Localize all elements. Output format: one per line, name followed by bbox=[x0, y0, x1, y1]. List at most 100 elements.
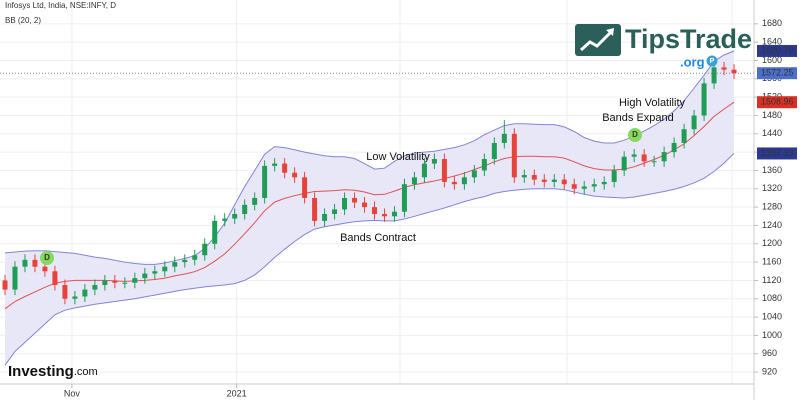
candle-body bbox=[182, 259, 188, 263]
candle-body bbox=[132, 278, 138, 283]
candle-body bbox=[711, 67, 717, 84]
y-tick-label: 1480 bbox=[762, 110, 782, 120]
logo: TipsTrade .org bbox=[575, 24, 752, 69]
candle-body bbox=[581, 186, 587, 189]
candle-body bbox=[122, 282, 128, 284]
marker bbox=[40, 251, 54, 265]
lower-band bbox=[4, 153, 735, 366]
y-tick-label: 1280 bbox=[762, 201, 782, 211]
candle-body bbox=[561, 179, 567, 185]
candle-body bbox=[102, 280, 108, 286]
candle-body bbox=[481, 159, 487, 171]
marker bbox=[706, 55, 718, 67]
candle-body bbox=[22, 259, 28, 267]
indicator-label: BB (20, 2) bbox=[5, 16, 41, 25]
candle-body bbox=[62, 285, 68, 299]
candle-body bbox=[621, 156, 627, 171]
middle-band bbox=[4, 101, 735, 310]
y-tick-label: 1360 bbox=[762, 165, 782, 175]
annotation: Low Volatility bbox=[366, 151, 430, 163]
y-tick-label: 1200 bbox=[762, 238, 782, 248]
candle-body bbox=[312, 197, 318, 221]
last-value-box bbox=[757, 44, 797, 57]
candle-body bbox=[202, 243, 208, 256]
y-tick-label: 1440 bbox=[762, 128, 782, 138]
candle-body bbox=[471, 170, 477, 178]
candle-body bbox=[112, 280, 118, 283]
candle-body bbox=[232, 213, 238, 219]
candle-body bbox=[352, 197, 358, 203]
y-tick-label: 1320 bbox=[762, 183, 782, 193]
marker bbox=[628, 128, 642, 142]
logo-name: TipsTrade bbox=[625, 24, 752, 54]
candle-body bbox=[82, 289, 88, 297]
y-tick-label: 1080 bbox=[762, 293, 782, 303]
marker-label: D bbox=[632, 130, 638, 139]
last-value-label: 1508.96 bbox=[761, 97, 794, 107]
annotation: High Volatility bbox=[619, 97, 686, 109]
x-tick-label: Nov bbox=[64, 388, 81, 398]
candle-body bbox=[651, 161, 657, 163]
candle-body bbox=[681, 129, 687, 143]
candle-body bbox=[242, 204, 248, 214]
candle-body bbox=[531, 175, 537, 180]
candle-body bbox=[172, 262, 178, 267]
annotation: Bands Expand bbox=[602, 112, 674, 124]
candle-body bbox=[441, 159, 447, 182]
y-tick-label: 1120 bbox=[762, 275, 781, 285]
candle-body bbox=[162, 266, 168, 272]
band-area bbox=[5, 51, 734, 366]
candle-body bbox=[431, 159, 437, 164]
x-tick-label: 2021 bbox=[227, 388, 247, 398]
candle-body bbox=[721, 67, 727, 70]
watermark-suffix: .com bbox=[74, 366, 98, 378]
candle-body bbox=[631, 154, 637, 157]
candle-body bbox=[611, 170, 617, 182]
upper-band bbox=[4, 50, 735, 265]
candle-body bbox=[401, 184, 407, 212]
candle-body bbox=[262, 165, 268, 198]
candle-body bbox=[661, 152, 667, 162]
candle-body bbox=[591, 184, 597, 187]
candle-body bbox=[381, 213, 387, 217]
logo-suffix: .org bbox=[680, 54, 705, 69]
chart-title: Infosys Ltd, India, NSE:INFY, D bbox=[5, 1, 116, 10]
last-value-box bbox=[757, 96, 797, 109]
candle-body bbox=[212, 220, 218, 244]
candle-body bbox=[142, 273, 148, 279]
candle-body bbox=[521, 175, 527, 178]
candle-body bbox=[152, 271, 158, 274]
candle-body bbox=[272, 163, 278, 166]
y-tick-label: 1640 bbox=[762, 37, 782, 47]
candle-body bbox=[292, 172, 298, 178]
y-tick-label: 1160 bbox=[762, 256, 781, 266]
last-value-label: 1572.25 bbox=[761, 68, 794, 78]
y-tick-label: 1240 bbox=[762, 220, 782, 230]
candle-body bbox=[571, 184, 577, 189]
marker-label: D bbox=[44, 253, 50, 262]
candle-body bbox=[32, 259, 38, 267]
candle-body bbox=[491, 142, 497, 160]
candle-body bbox=[541, 179, 547, 182]
candle-body bbox=[12, 266, 18, 290]
candle-body bbox=[362, 202, 368, 208]
candle-body bbox=[222, 218, 228, 221]
candle-body bbox=[332, 209, 338, 214]
candle-body bbox=[282, 163, 288, 173]
marker-label: P bbox=[710, 58, 715, 65]
logo-icon bbox=[575, 24, 621, 56]
candle-body bbox=[671, 142, 677, 153]
candle-body bbox=[511, 133, 517, 178]
y-tick-label: 1600 bbox=[762, 55, 782, 65]
candle-body bbox=[731, 69, 737, 74]
watermark: Investing.com bbox=[8, 363, 98, 380]
candle-body bbox=[551, 179, 557, 182]
last-value-box bbox=[757, 147, 797, 160]
candle-body bbox=[372, 207, 378, 214]
last-value-label: 1620.79 bbox=[761, 45, 794, 55]
logo-arrow-head bbox=[606, 28, 614, 36]
annotation: Bands Contract bbox=[340, 232, 416, 244]
candle-body bbox=[52, 271, 58, 286]
last-value-box bbox=[757, 67, 797, 80]
